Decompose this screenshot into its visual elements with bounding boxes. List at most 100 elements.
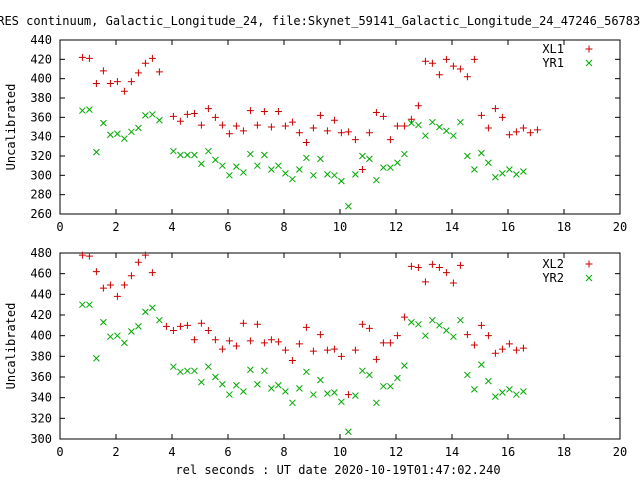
x-tick-label: 10 (333, 220, 347, 234)
data-point (408, 119, 415, 127)
data-point (142, 308, 149, 316)
y-axis-label: Uncalibrated (4, 303, 18, 390)
data-point (239, 127, 247, 135)
data-point (100, 119, 107, 127)
data-point (79, 107, 86, 114)
data-point (386, 339, 394, 347)
data-point (211, 336, 219, 344)
data-point (387, 164, 394, 171)
data-point (309, 124, 317, 132)
data-point (464, 371, 471, 379)
data-point (289, 399, 296, 407)
x-tick-label: 16 (501, 220, 515, 234)
data-point (288, 118, 296, 126)
data-point (149, 304, 156, 312)
x-tick-label: 18 (557, 445, 571, 459)
data-point (219, 380, 226, 388)
data-point (239, 319, 247, 327)
data-point (128, 128, 135, 136)
y-tick-label: 360 (30, 110, 52, 124)
data-point (198, 378, 205, 386)
data-point (330, 345, 338, 353)
legend-label: YR1 (542, 56, 564, 70)
data-point (113, 292, 121, 300)
data-point (183, 321, 191, 329)
data-point (100, 318, 107, 326)
data-point (149, 111, 156, 118)
data-point (135, 124, 142, 132)
data-point (331, 389, 338, 396)
x-tick-label: 0 (56, 220, 63, 234)
data-point (464, 152, 471, 160)
data-point (218, 121, 226, 129)
data-point (415, 320, 422, 328)
data-point (450, 333, 457, 341)
data-point (260, 108, 268, 116)
data-point (351, 136, 359, 144)
data-point (485, 377, 492, 385)
data-point (135, 323, 142, 330)
y-tick-label: 280 (30, 188, 52, 202)
data-point (450, 132, 457, 140)
data-point (211, 113, 219, 121)
data-point (499, 389, 506, 396)
data-point (407, 115, 415, 123)
data-point (274, 108, 282, 116)
data-point (457, 118, 464, 126)
data-point (204, 327, 212, 334)
plot-frame (59, 252, 621, 440)
data-point (407, 262, 415, 270)
x-tick-label: 8 (280, 220, 287, 234)
data-point (429, 118, 436, 126)
data-point (414, 102, 422, 110)
data-point (513, 171, 520, 178)
data-point (246, 337, 254, 345)
data-point (317, 376, 324, 384)
data-point (470, 55, 478, 63)
data-point (268, 166, 275, 173)
data-point (365, 324, 373, 332)
data-point (422, 132, 429, 140)
data-point (85, 54, 93, 62)
data-point (478, 149, 485, 157)
data-point (513, 391, 520, 398)
data-point (379, 339, 387, 347)
legend-marker (585, 260, 593, 268)
y-tick-label: 380 (30, 91, 52, 105)
data-point (254, 162, 261, 170)
data-point (428, 59, 436, 67)
data-point (316, 331, 324, 339)
data-point (471, 166, 478, 173)
y-tick-label: 360 (30, 370, 52, 384)
data-point (393, 332, 401, 340)
data-point (120, 87, 128, 95)
data-point (295, 129, 303, 137)
data-point (184, 151, 191, 159)
data-point (449, 62, 457, 70)
x-tick-label: 14 (445, 220, 459, 234)
data-point (344, 391, 352, 399)
data-point (457, 316, 464, 324)
data-point (134, 69, 142, 77)
data-point (478, 361, 485, 368)
data-point (330, 116, 338, 124)
data-point (93, 355, 100, 362)
y-tick-label: 440 (30, 287, 52, 301)
data-point (421, 57, 429, 65)
data-point (358, 166, 366, 174)
x-tick-label: 4 (168, 445, 175, 459)
x-tick-label: 20 (613, 445, 627, 459)
x-tick-label: 8 (280, 445, 287, 459)
data-point (176, 322, 184, 330)
y-tick-label: 340 (30, 391, 52, 405)
data-point (233, 381, 240, 389)
data-point (366, 155, 373, 163)
data-point (156, 316, 163, 324)
y-tick-label: 420 (30, 52, 52, 66)
data-point (471, 386, 478, 393)
series-YR2 (79, 301, 527, 436)
y-tick-label: 440 (30, 33, 52, 47)
data-point (351, 346, 359, 354)
data-point (442, 269, 450, 277)
data-point (435, 71, 443, 79)
